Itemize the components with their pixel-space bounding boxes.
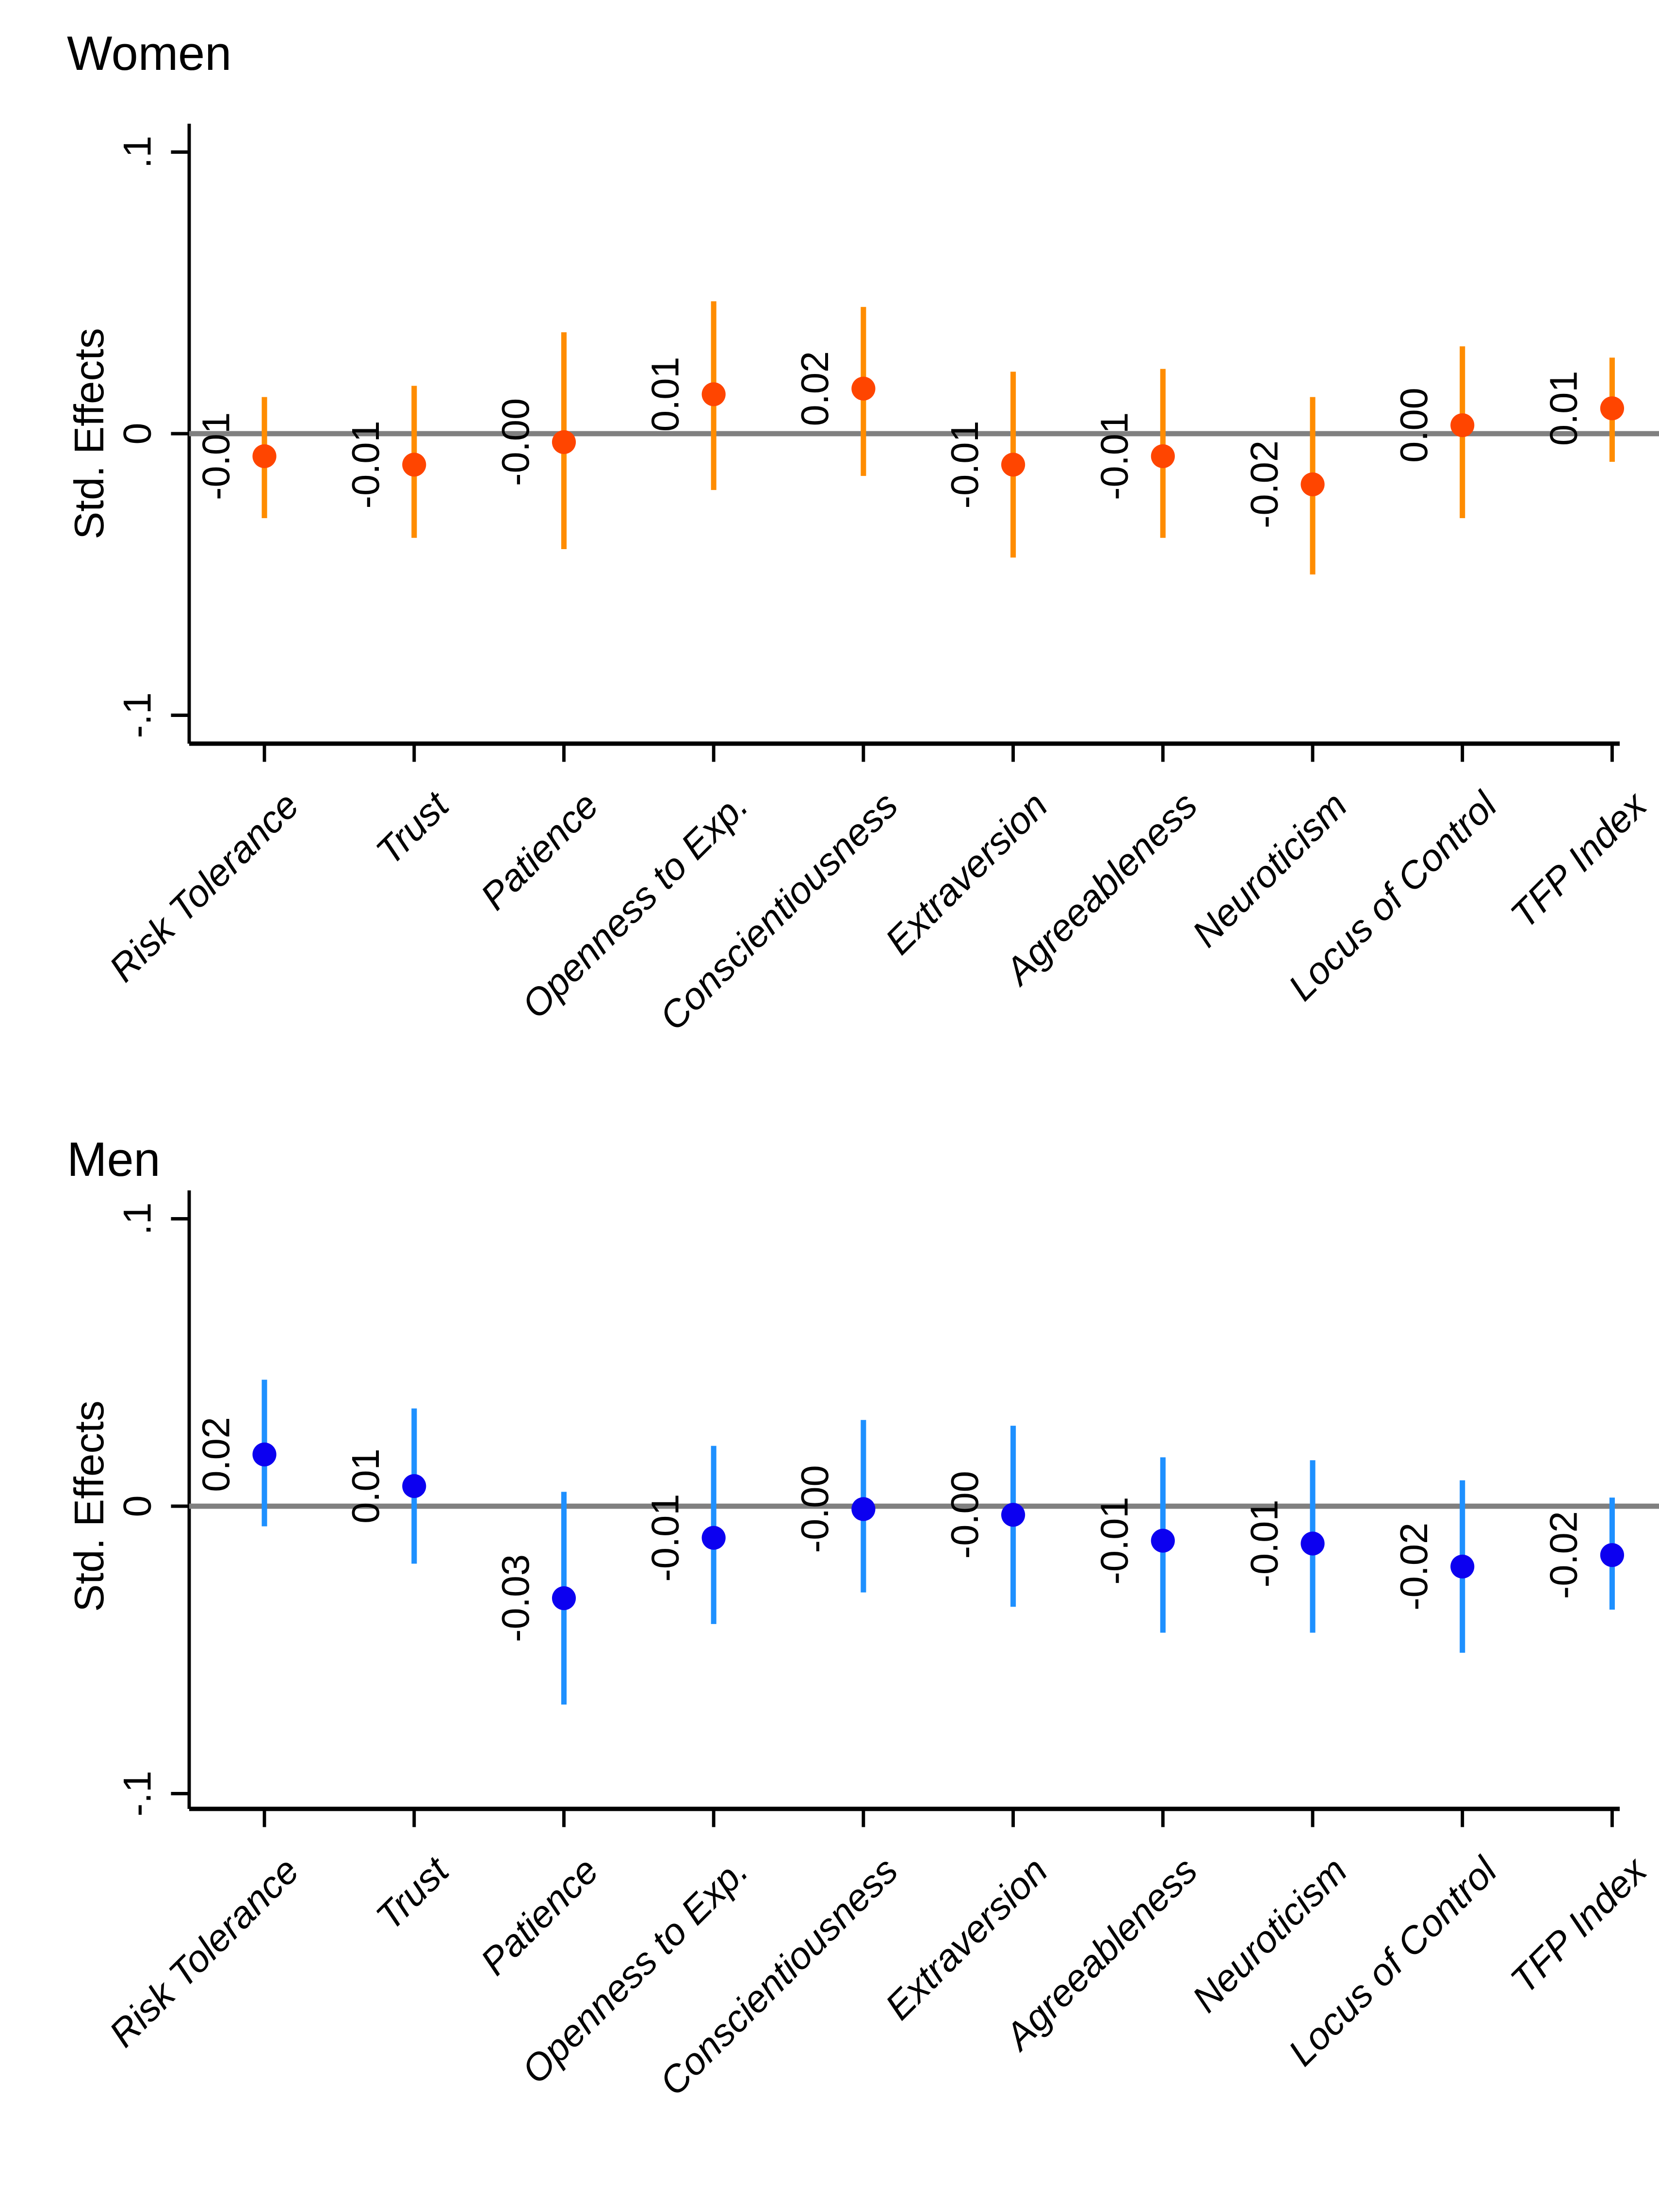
point-value-label: -0.01	[1242, 1499, 1285, 1587]
point-marker	[701, 382, 726, 407]
chart-title: Men	[67, 1132, 161, 1186]
point-marker	[1001, 1503, 1025, 1527]
y-tick-label: 0	[115, 423, 159, 444]
point-marker	[402, 453, 426, 477]
point-marker	[1301, 472, 1325, 497]
y-axis-title: Std. Effects	[66, 328, 113, 539]
point-value-label: 0.01	[644, 357, 687, 432]
category-label: Trust	[368, 1848, 458, 1938]
point-value-label: 0.01	[1542, 371, 1585, 446]
point-value-label: 0.01	[344, 1448, 387, 1524]
chart-men: Men .1 0 -.1 Std. Effects Risk Tolerance 0.02 T…	[66, 1132, 1659, 2104]
point-value-label: -0.02	[1542, 1511, 1585, 1599]
category-label: Risk Tolerance	[101, 784, 307, 990]
point-marker	[1151, 1529, 1175, 1553]
category-label: Patience	[472, 1849, 606, 1984]
point-value-label: 0.00	[1392, 388, 1435, 463]
point-marker	[1450, 1554, 1475, 1579]
point-marker	[552, 1586, 576, 1610]
chart-title: Women	[67, 26, 231, 80]
category-label: Trust	[368, 782, 458, 873]
point-marker	[1450, 413, 1475, 438]
point-value-label: -0.02	[1242, 440, 1285, 528]
y-tick-label: -.1	[115, 692, 159, 738]
point-value-label: -0.01	[194, 412, 237, 500]
point-value-label: -0.01	[644, 1494, 687, 1582]
point-value-label: -0.00	[943, 1471, 986, 1559]
point-marker	[552, 430, 576, 455]
point-marker	[402, 1474, 426, 1498]
chart-women: Women .1 0 -.1 Std. Effects Risk Tolerance -0.…	[66, 26, 1659, 1039]
point-value-label: -0.01	[1093, 412, 1136, 500]
point-value-label: -0.00	[494, 398, 537, 486]
point-marker	[252, 444, 276, 469]
y-tick-label: -.1	[115, 1771, 159, 1817]
y-tick-label: .1	[115, 136, 159, 169]
point-marker	[1001, 453, 1025, 477]
point-marker	[1600, 1543, 1625, 1567]
point-marker	[1600, 396, 1625, 421]
point-value-label: -0.00	[793, 1465, 836, 1553]
y-tick-label: .1	[115, 1203, 159, 1236]
y-tick-label: 0	[115, 1495, 159, 1517]
point-value-label: 0.02	[793, 351, 836, 426]
point-value-label: -0.01	[943, 421, 986, 508]
point-marker	[1301, 1531, 1325, 1556]
point-marker	[851, 376, 876, 401]
point-value-label: 0.02	[194, 1417, 237, 1492]
point-marker	[1151, 444, 1175, 469]
point-value-label: -0.01	[344, 421, 387, 508]
category-label: Patience	[472, 784, 606, 918]
y-axis-title: Std. Effects	[66, 1400, 113, 1612]
point-marker	[701, 1526, 726, 1550]
point-value-label: -0.03	[494, 1554, 537, 1642]
point-marker	[252, 1442, 276, 1466]
point-marker	[851, 1497, 876, 1521]
category-label: TFP Index	[1502, 1848, 1656, 2001]
point-value-label: -0.02	[1392, 1523, 1435, 1610]
category-label: TFP Index	[1502, 782, 1656, 936]
point-value-label: -0.01	[1093, 1496, 1136, 1584]
category-label: Risk Tolerance	[101, 1849, 307, 2055]
